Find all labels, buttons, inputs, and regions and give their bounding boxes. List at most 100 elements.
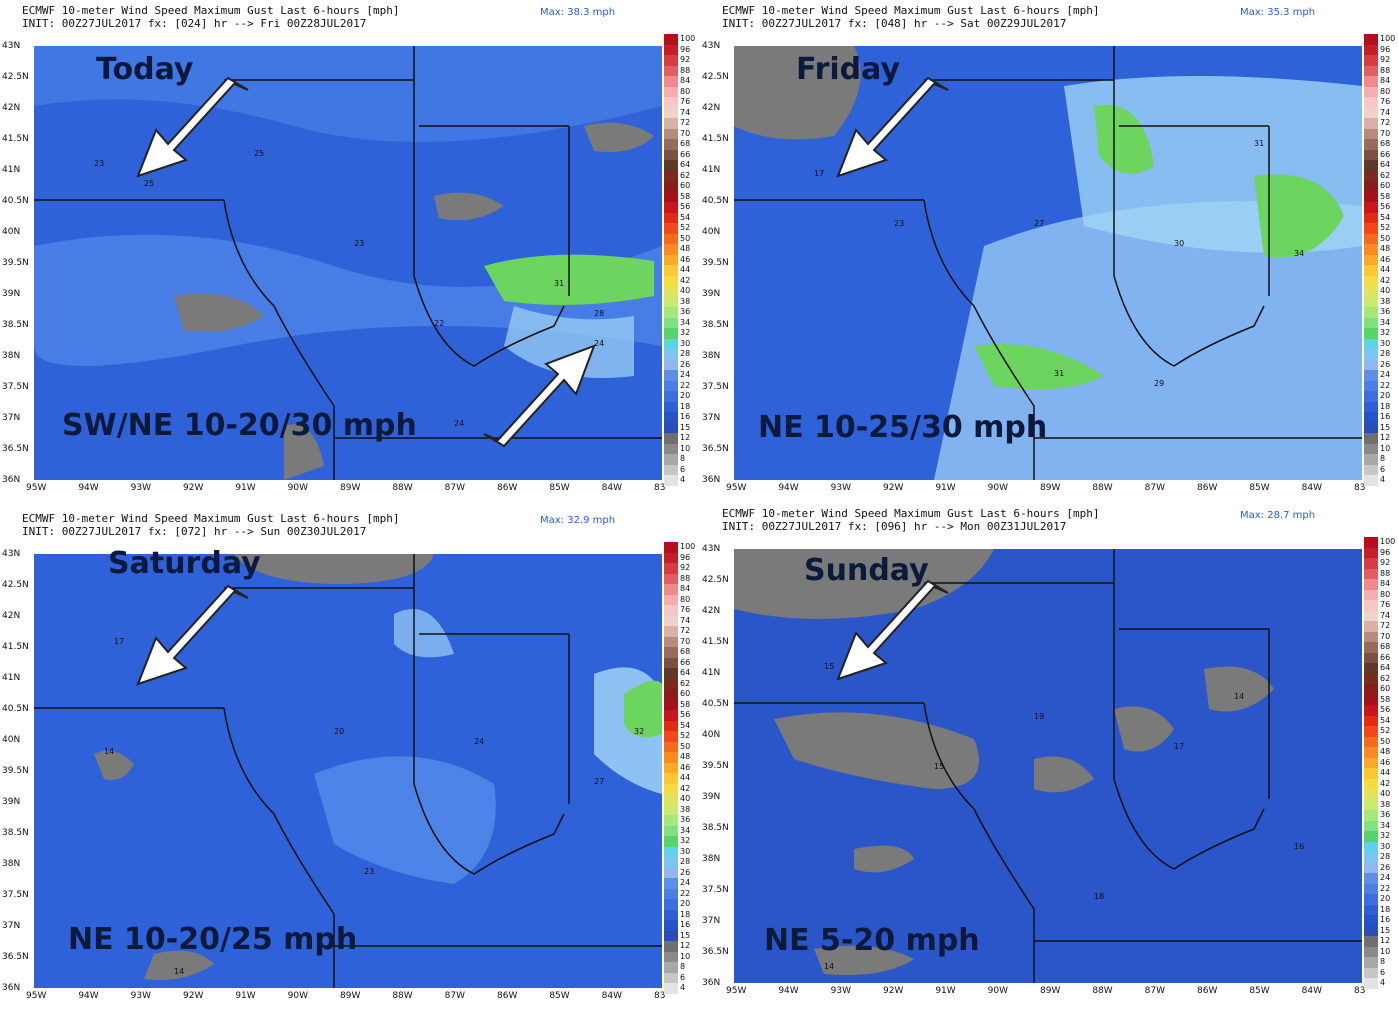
svg-text:15: 15 — [824, 662, 834, 671]
longitude-label: 89W — [340, 483, 361, 493]
day-label: Sunday — [804, 553, 929, 588]
latitude-label: 43N — [2, 549, 21, 559]
latitude-label: 40.5N — [702, 196, 729, 206]
latitude-label: 37.5N — [702, 885, 729, 895]
colorbar-swatch — [664, 636, 678, 648]
colorbar-swatch — [664, 563, 678, 575]
gust-map: 23 25 25 23 22 31 28 24 24 — [34, 46, 662, 480]
colorbar-label: 74 — [1380, 107, 1391, 117]
colorbar-label: 84 — [680, 76, 691, 86]
colorbar-label: 64 — [680, 668, 691, 678]
colorbar-swatch — [664, 972, 678, 984]
colorbar-swatch — [1364, 757, 1378, 769]
arrow-sw-icon — [836, 76, 949, 178]
colorbar-label: 96 — [680, 44, 691, 54]
longitude-label: 87W — [1144, 483, 1166, 493]
colorbar-label: 56 — [680, 202, 691, 212]
longitude-label: 93W — [130, 991, 152, 1001]
colorbar-label: 40 — [680, 794, 691, 804]
colorbar-label: 74 — [680, 107, 691, 117]
latitude-label: 40N — [2, 227, 21, 237]
colorbar-swatch — [664, 422, 678, 434]
latitude-label: 38.5N — [2, 320, 29, 330]
colorbar-swatch — [664, 983, 678, 995]
colorbar-label: 26 — [680, 867, 691, 877]
colorbar-label: 15 — [680, 422, 691, 432]
colorbar-label: 16 — [680, 920, 691, 930]
colorbar-label: 100 — [680, 542, 696, 551]
colorbar-label: 34 — [680, 317, 691, 327]
day-label: Today — [96, 52, 194, 87]
colorbar-label: 28 — [680, 857, 691, 867]
latitude-label: 42.5N — [702, 72, 729, 82]
colorbar-swatch — [664, 55, 678, 67]
svg-text:25: 25 — [144, 179, 154, 188]
latitude-label: 40.5N — [2, 196, 29, 206]
colorbar-swatch — [664, 223, 678, 235]
colorbar-label: 72 — [1380, 118, 1391, 128]
colorbar-swatch — [1364, 705, 1378, 717]
colorbar — [664, 542, 678, 995]
colorbar-swatch — [664, 909, 678, 921]
longitude-label: 91W — [935, 986, 956, 996]
svg-text:14: 14 — [104, 747, 114, 756]
longitude-label: 93W — [830, 986, 852, 996]
longitude-label: 88W — [392, 991, 413, 1001]
forecast-panel-saturday: ECMWF 10-meter Wind Speed Maximum Gust L… — [0, 508, 695, 1013]
colorbar-swatch — [664, 139, 678, 151]
colorbar-label: 30 — [680, 846, 691, 856]
longitude-label: 87W — [444, 991, 466, 1001]
colorbar-swatch — [664, 615, 678, 627]
colorbar-label: 36 — [1380, 810, 1391, 820]
colorbar-swatch — [1364, 391, 1378, 403]
colorbar-swatch — [1364, 862, 1378, 874]
colorbar-label: 80 — [1380, 589, 1391, 599]
header-init: INIT: 00Z27JUL2017 fx: [024] hr --> Fri … — [22, 17, 367, 30]
colorbar-label: 12 — [680, 941, 691, 951]
colorbar-swatch — [1364, 212, 1378, 224]
colorbar-swatch — [664, 370, 678, 382]
colorbar-swatch — [1364, 160, 1378, 172]
longitude-label: 88W — [1092, 483, 1113, 493]
colorbar-swatch — [1364, 873, 1378, 885]
header-title: ECMWF 10-meter Wind Speed Maximum Gust L… — [22, 512, 400, 525]
colorbar-swatch — [664, 359, 678, 371]
colorbar-label: 16 — [680, 412, 691, 422]
colorbar-label: 30 — [680, 338, 691, 348]
colorbar-swatch — [664, 128, 678, 140]
longitude-label: 85W — [549, 483, 570, 493]
colorbar-label: 56 — [1380, 705, 1391, 715]
colorbar-label: 30 — [1380, 841, 1391, 851]
colorbar-label: 16 — [1380, 412, 1391, 422]
svg-text:22: 22 — [434, 319, 444, 328]
latitude-label: 41.5N — [702, 637, 729, 647]
colorbar-swatch — [1364, 852, 1378, 864]
colorbar-swatch — [664, 265, 678, 277]
svg-text:24: 24 — [454, 419, 464, 428]
colorbar-label: 44 — [1380, 265, 1391, 275]
colorbar-label: 68 — [1380, 642, 1391, 652]
colorbar-label: 48 — [680, 244, 691, 254]
arrow-sw-icon — [136, 584, 249, 686]
range-label: NE 5-20 mph — [764, 923, 980, 958]
header-init: INIT: 00Z27JUL2017 fx: [048] hr --> Sat … — [722, 17, 1067, 30]
latitude-label: 41N — [702, 668, 721, 678]
colorbar-swatch — [664, 731, 678, 743]
colorbar-swatch — [1364, 936, 1378, 948]
colorbar-swatch — [664, 752, 678, 764]
colorbar-label: 32 — [1380, 831, 1391, 841]
longitude-label: 94W — [78, 991, 99, 1001]
longitude-label: 94W — [78, 483, 99, 493]
colorbar-label: 26 — [1380, 862, 1391, 872]
colorbar-label: 32 — [680, 328, 691, 338]
latitude-label: 41N — [2, 165, 21, 175]
colorbar-swatch — [1364, 831, 1378, 843]
colorbar-swatch — [664, 181, 678, 193]
colorbar-swatch — [1364, 223, 1378, 235]
colorbar-swatch — [664, 107, 678, 119]
colorbar-swatch — [1364, 475, 1378, 487]
colorbar-label: 46 — [680, 254, 691, 264]
colorbar-label: 20 — [680, 899, 691, 909]
colorbar-swatch — [1364, 422, 1378, 434]
latitude-label: 42.5N — [2, 580, 29, 590]
